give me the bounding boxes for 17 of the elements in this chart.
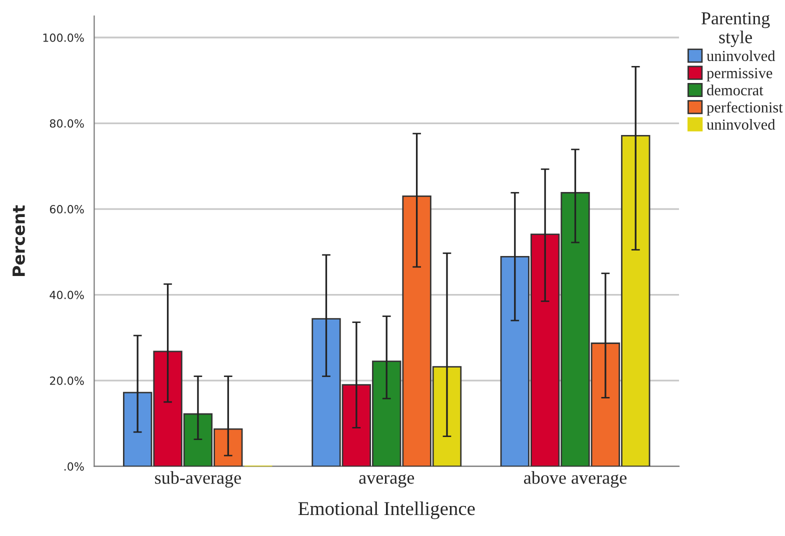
- legend-label: uninvolved: [706, 118, 776, 130]
- y-axis-title: Percent: [12, 205, 25, 276]
- x-tick-label: sub-average: [155, 471, 241, 488]
- y-tick-label: 20.0%: [50, 376, 84, 385]
- legend-title: Parenting style: [701, 12, 770, 48]
- x-axis-title: Emotional Intelligence: [298, 501, 475, 520]
- x-tick-label: average: [359, 474, 414, 488]
- legend-label: permissive: [706, 68, 772, 82]
- y-tick-label: 80.0%: [50, 119, 84, 128]
- y-tick-label: .0%: [64, 462, 84, 471]
- y-tick-label: 60.0%: [50, 205, 84, 214]
- y-tick-label: 40.0%: [50, 290, 84, 300]
- legend-label: democrat: [707, 84, 764, 96]
- legend-label: perfectionist: [706, 102, 783, 116]
- y-tick-label: 100.0%: [43, 33, 84, 42]
- legend-label: uninvolved: [706, 50, 776, 62]
- x-tick-label: above average: [524, 471, 627, 488]
